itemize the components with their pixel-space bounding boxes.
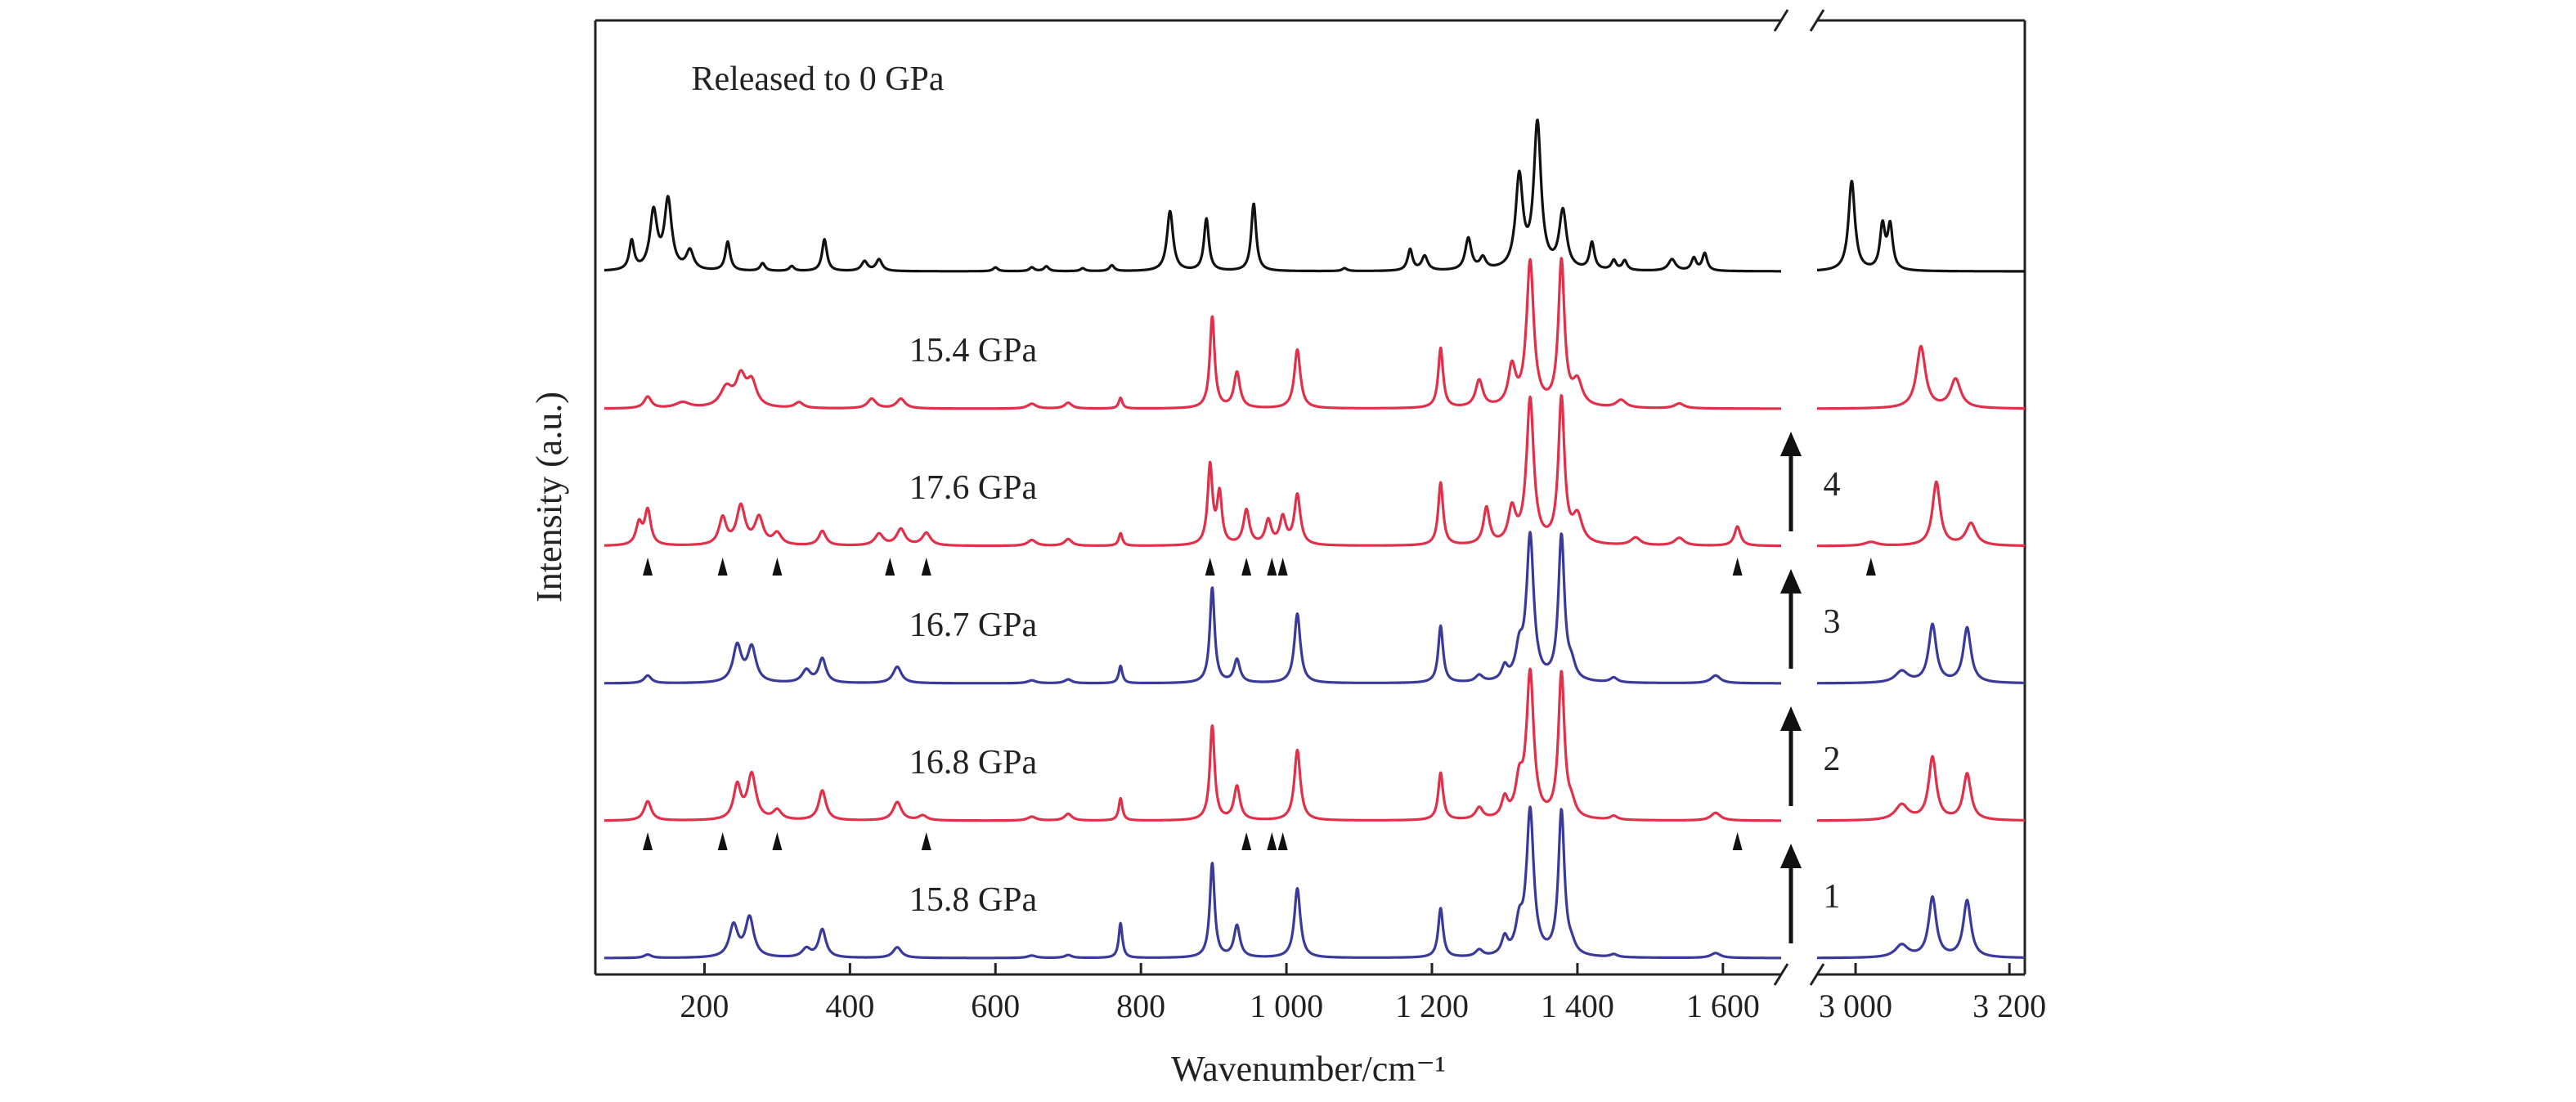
transition-step-label: 1 [1824,878,1841,916]
y-axis-title: Intensity (a.u.) [529,392,569,603]
series-line [603,394,1782,548]
series-line [603,531,1782,685]
x-tick-label: 1 000 [1250,988,1323,1024]
axis-break-top-icon [1773,9,1825,32]
series-label: 17.6 GPa [909,469,1038,507]
x-tick-label: 3 200 [1972,988,2046,1024]
peak-marker [1241,832,1252,850]
peak-marker [921,558,931,576]
series-line [1815,480,2026,548]
spectra-series [603,119,2026,960]
series-line [1815,895,2026,960]
peak-marker [643,558,653,576]
peak-marker [1277,558,1288,576]
peak-marker [1205,558,1215,576]
spectra-labels: 15.8 GPa 16.8 GPa 16.7 GPa 17.6 GPa 15.4 GPa… [691,60,1037,919]
peak-marker [772,558,783,576]
transition-step-label: 2 [1824,741,1841,778]
peak-marker [1267,558,1277,576]
peak-marker [1732,832,1743,850]
peak-marker [772,832,783,850]
series-label: 15.4 GPa [909,332,1038,370]
x-tick-label: 200 [680,988,729,1024]
series-line [1815,755,2026,822]
x-tick-label: 3 000 [1819,988,1892,1024]
peak-marker [921,832,931,850]
series-line [1815,179,2026,273]
axis-break-bottom-icon [1773,963,1825,986]
transition-step-label: 3 [1824,603,1841,641]
x-tick-label: 400 [825,988,874,1024]
peak-marker [717,558,728,576]
x-axis-ticks [702,963,2011,974]
arrow-head-icon [1780,706,1802,731]
x-tick-label: 1 600 [1686,988,1760,1024]
peak-marker [1865,558,1876,576]
peak-marker [1732,558,1743,576]
arrow-head-icon [1780,844,1802,868]
series-line [603,805,1782,960]
series-label: Released to 0 GPa [691,60,944,98]
series-line [1815,344,2026,410]
series-label: 16.8 GPa [909,744,1038,782]
x-axis-tick-labels: 200 400 600 800 1 000 1 200 1 400 1 600 3 000 3 2… [680,988,2046,1024]
peak-marker [885,558,895,576]
x-axis-title: Wavenumber/cm⁻¹ [1171,1049,1446,1089]
series-label: 16.7 GPa [909,607,1038,644]
peak-marker [717,832,728,850]
peak-marker [1267,832,1277,850]
peak-markers [643,558,1876,850]
series-line [603,119,1782,273]
x-tick-label: 1 400 [1541,988,1614,1024]
series-line [603,257,1782,410]
series-line [603,667,1782,822]
plot-frame [594,9,2026,986]
series-label: 15.8 GPa [909,881,1038,919]
transition-step-label: 4 [1824,466,1841,504]
arrow-head-icon [1780,432,1802,456]
peak-marker [1277,832,1288,850]
arrow-head-icon [1780,569,1802,594]
transition-arrows: 1 2 3 4 [1780,432,1841,943]
x-tick-label: 1 200 [1395,988,1469,1024]
peak-marker [1241,558,1252,576]
peak-marker [643,832,653,850]
series-line [1815,622,2026,685]
x-tick-label: 600 [971,988,1020,1024]
x-tick-label: 800 [1116,988,1165,1024]
